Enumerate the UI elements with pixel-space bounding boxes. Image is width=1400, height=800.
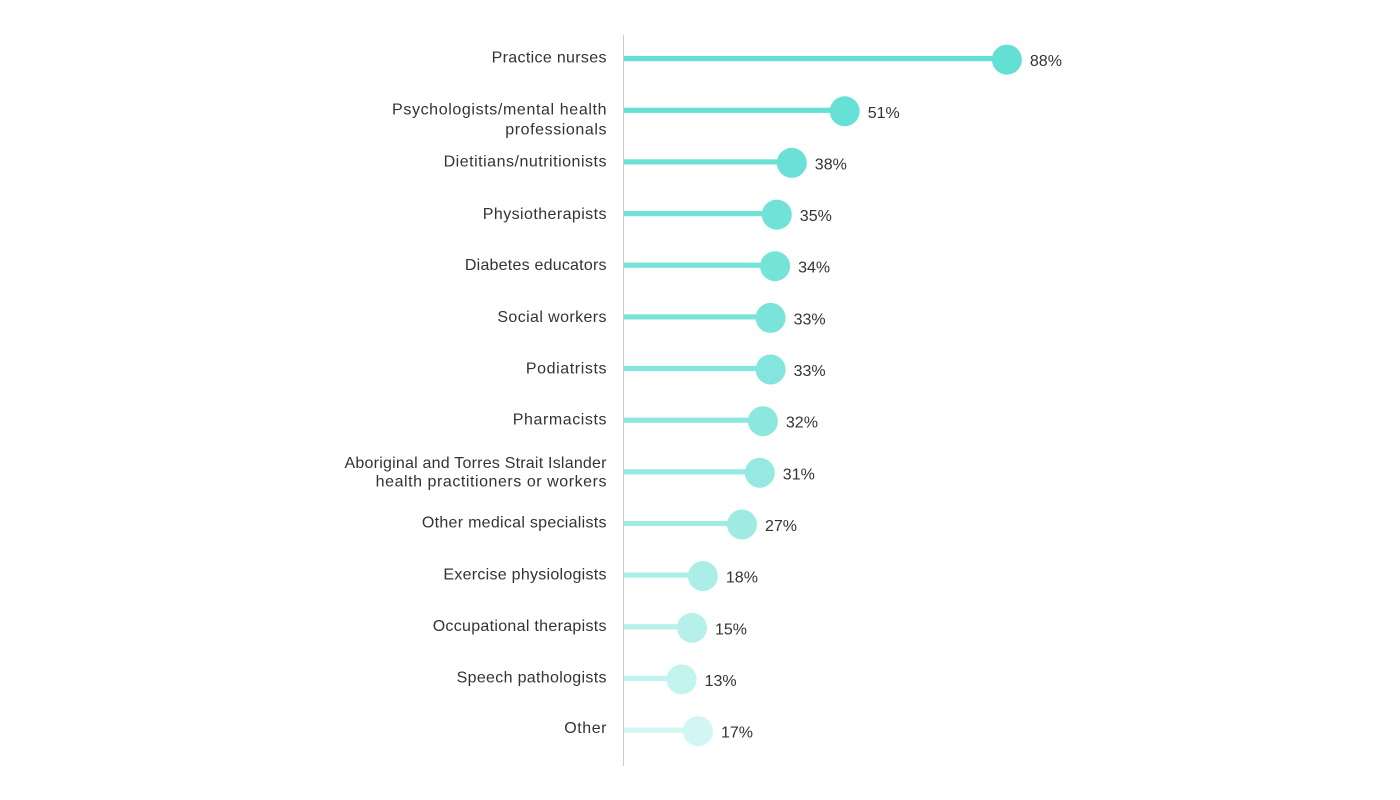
svg-text:Dietitians/nutritionists: Dietitians/nutritionists: [444, 153, 607, 170]
svg-text:33%: 33%: [794, 311, 826, 328]
svg-text:professionals: professionals: [505, 122, 607, 139]
svg-text:38%: 38%: [815, 156, 847, 173]
svg-text:27%: 27%: [765, 518, 797, 535]
svg-text:15%: 15%: [715, 621, 747, 638]
svg-text:Podiatrists: Podiatrists: [526, 360, 607, 377]
svg-text:Aboriginal and Torres Strait I: Aboriginal and Torres Strait Islander: [345, 455, 608, 472]
svg-text:Pharmacists: Pharmacists: [513, 411, 607, 428]
svg-text:Psychologists/mental health: Psychologists/mental health: [392, 102, 607, 119]
svg-text:Physiotherapists: Physiotherapists: [483, 206, 607, 223]
svg-text:health practitioners or worker: health practitioners or workers: [376, 474, 607, 491]
svg-text:17%: 17%: [721, 725, 753, 742]
svg-text:Other: Other: [564, 720, 607, 737]
svg-text:Other medical specialists: Other medical specialists: [422, 515, 607, 532]
svg-text:31%: 31%: [783, 466, 815, 483]
svg-text:Social workers: Social workers: [497, 309, 607, 326]
svg-text:Practice nurses: Practice nurses: [492, 50, 607, 67]
svg-text:34%: 34%: [798, 260, 830, 277]
svg-text:32%: 32%: [786, 415, 818, 432]
svg-text:88%: 88%: [1030, 53, 1062, 70]
svg-text:13%: 13%: [705, 673, 737, 690]
svg-text:Exercise physiologists: Exercise physiologists: [443, 566, 606, 583]
svg-text:Diabetes educators: Diabetes educators: [465, 257, 607, 274]
svg-text:Speech pathologists: Speech pathologists: [457, 670, 607, 687]
svg-text:18%: 18%: [726, 570, 758, 587]
svg-text:33%: 33%: [794, 363, 826, 380]
svg-text:35%: 35%: [800, 208, 832, 225]
svg-text:51%: 51%: [868, 105, 900, 122]
svg-text:Occupational therapists: Occupational therapists: [433, 618, 607, 635]
